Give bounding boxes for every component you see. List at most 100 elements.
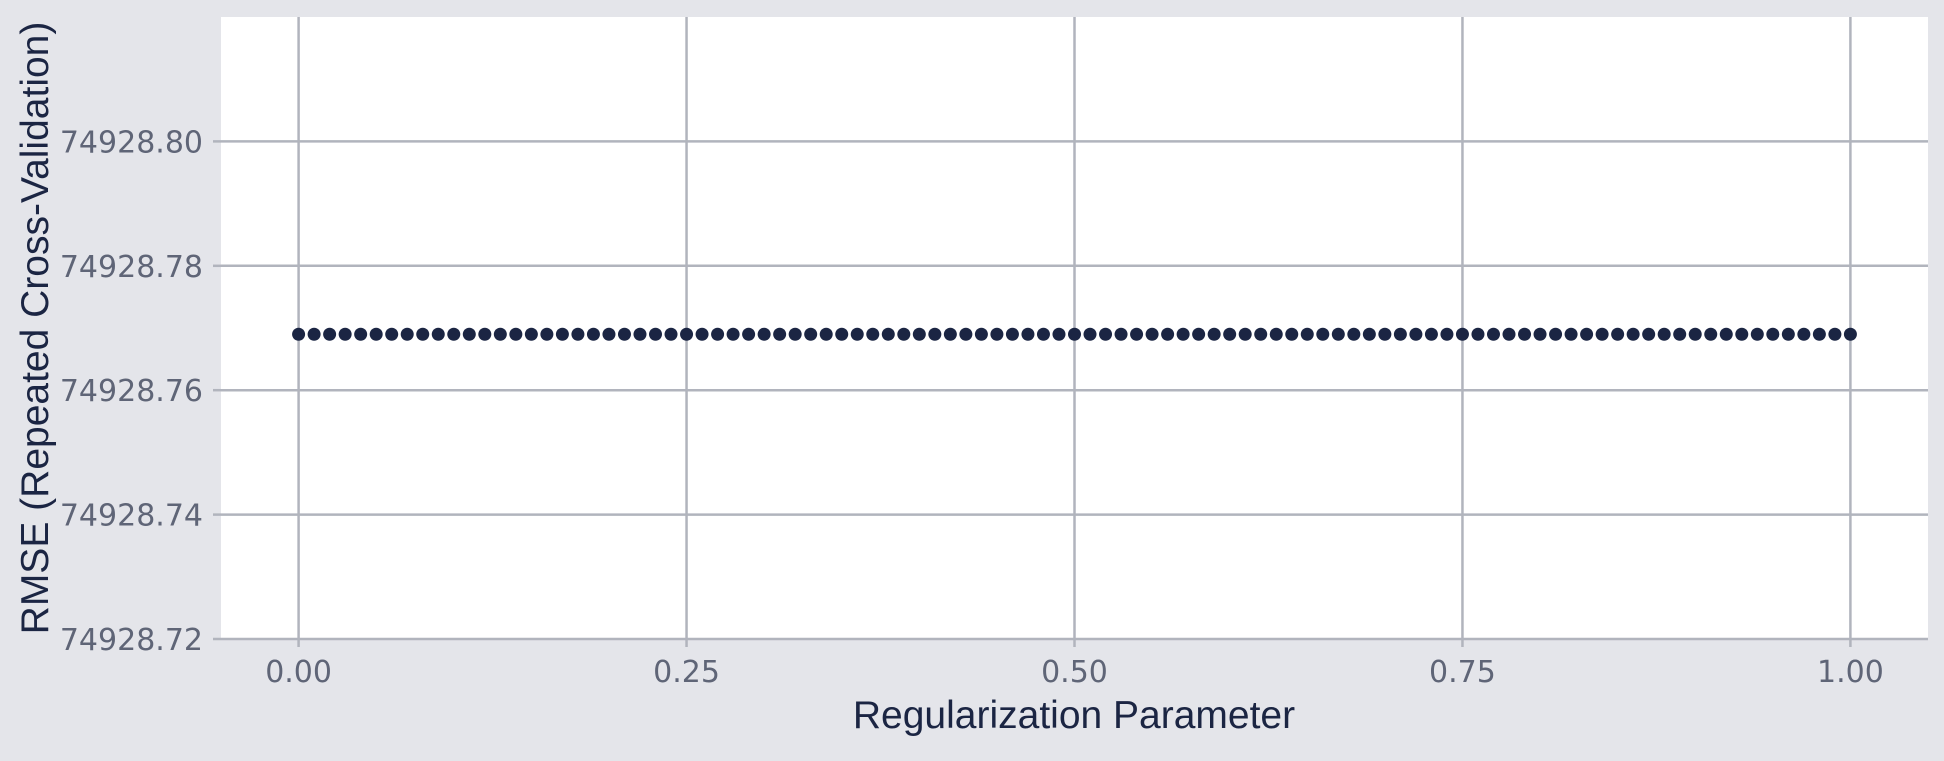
data-point: [1130, 327, 1144, 341]
data-point: [1021, 327, 1035, 341]
data-point: [1781, 327, 1795, 341]
data-point: [1083, 327, 1097, 341]
data-point: [664, 327, 678, 341]
data-point: [1719, 327, 1733, 341]
data-point: [1502, 327, 1516, 341]
data-point: [369, 327, 383, 341]
data-point: [323, 327, 337, 341]
y-tick-label: 74928.74: [60, 499, 203, 534]
data-point: [1424, 327, 1438, 341]
data-point: [1052, 327, 1066, 341]
data-point: [1331, 327, 1345, 341]
y-tick-label: 74928.72: [60, 623, 203, 658]
data-point: [1285, 327, 1299, 341]
data-point: [1564, 327, 1578, 341]
data-point: [617, 327, 631, 341]
data-point: [1673, 327, 1687, 341]
data-point: [835, 327, 849, 341]
data-point: [555, 327, 569, 341]
data-point: [1626, 327, 1640, 341]
data-point: [1300, 327, 1314, 341]
data-point: [1766, 327, 1780, 341]
data-point: [1828, 327, 1842, 341]
data-point: [757, 327, 771, 341]
x-tick-label: 0.75: [1429, 655, 1496, 690]
data-point: [1161, 327, 1175, 341]
data-point: [1238, 327, 1252, 341]
data-point: [773, 327, 787, 341]
data-point: [1533, 327, 1547, 341]
data-point: [742, 327, 756, 341]
data-point: [1114, 327, 1128, 341]
data-point: [1642, 327, 1656, 341]
data-point: [819, 327, 833, 341]
data-point: [1735, 327, 1749, 341]
data-point: [1099, 327, 1113, 341]
data-point: [1269, 327, 1283, 341]
data-point: [866, 327, 880, 341]
data-point: [788, 327, 802, 341]
data-point: [974, 327, 988, 341]
data-point: [990, 327, 1004, 341]
data-point: [1005, 327, 1019, 341]
data-point: [400, 327, 414, 341]
data-point: [1518, 327, 1532, 341]
data-point: [462, 327, 476, 341]
data-point: [1657, 327, 1671, 341]
data-point: [959, 327, 973, 341]
data-point: [1145, 327, 1159, 341]
series-layer: [292, 327, 1857, 341]
data-point: [354, 327, 368, 341]
data-point: [1688, 327, 1702, 341]
data-point: [711, 327, 725, 341]
x-tick-label: 0.00: [265, 655, 332, 690]
data-point: [1580, 327, 1594, 341]
data-point: [1362, 327, 1376, 341]
data-point: [1549, 327, 1563, 341]
data-point: [509, 327, 523, 341]
data-point: [943, 327, 957, 341]
y-tick-label: 74928.78: [60, 250, 203, 285]
data-point: [431, 327, 445, 341]
data-point: [524, 327, 538, 341]
data-point: [881, 327, 895, 341]
data-point: [586, 327, 600, 341]
data-point: [633, 327, 647, 341]
data-point: [416, 327, 430, 341]
data-point: [726, 327, 740, 341]
data-point: [1843, 327, 1857, 341]
data-point: [695, 327, 709, 341]
data-point: [540, 327, 554, 341]
data-point: [912, 327, 926, 341]
data-point: [1611, 327, 1625, 341]
data-point: [1704, 327, 1718, 341]
data-point: [307, 327, 321, 341]
data-point: [385, 327, 399, 341]
tick-layer: [213, 140, 1852, 647]
data-point: [493, 327, 507, 341]
data-point: [1595, 327, 1609, 341]
x-tick-label: 0.50: [1041, 655, 1108, 690]
x-tick-label: 0.25: [653, 655, 720, 690]
data-point: [928, 327, 942, 341]
data-point: [1176, 327, 1190, 341]
data-point: [338, 327, 352, 341]
data-point: [680, 327, 694, 341]
data-point: [804, 327, 818, 341]
data-point: [571, 327, 585, 341]
data-point: [1812, 327, 1826, 341]
y-tick-label: 74928.80: [60, 125, 203, 160]
data-point: [649, 327, 663, 341]
data-point: [897, 327, 911, 341]
data-point: [1797, 327, 1811, 341]
x-axis-title: Regularization Parameter: [853, 694, 1295, 737]
data-point: [1036, 327, 1050, 341]
data-point: [1223, 327, 1237, 341]
data-point: [1409, 327, 1423, 341]
data-point: [478, 327, 492, 341]
data-point: [1378, 327, 1392, 341]
y-tick-label: 74928.76: [60, 374, 203, 409]
data-point: [1192, 327, 1206, 341]
x-tick-label: 1.00: [1817, 655, 1884, 690]
